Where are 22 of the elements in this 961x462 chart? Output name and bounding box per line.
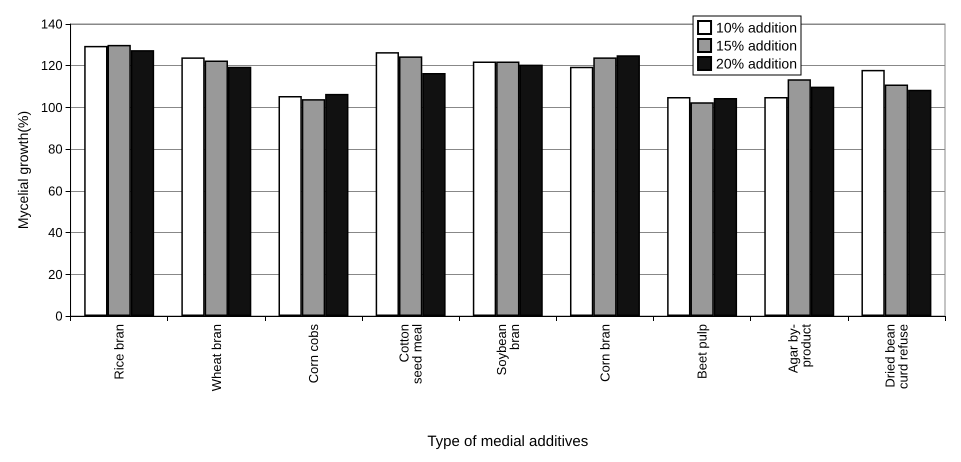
y-axis-title: Mycelial growth(%) [15,110,31,230]
y-tick-label: 80 [48,142,63,157]
y-tick-label: 20 [48,266,63,282]
legend-label: 15% addition [716,38,797,54]
x-tick-label: Corn cobs [306,324,321,384]
x-tick-label: Rice bran [112,324,127,380]
x-tick-label: Soybean bran [494,324,522,376]
x-tick-label: Wheat bran [208,324,224,392]
y-tick-label: 40 [48,225,63,240]
x-tick-label: Corn bran [597,324,612,382]
x-tick-label: Beet pulp [694,324,710,379]
legend-label: 20% addition [716,56,797,72]
y-tick-label: 100 [40,100,63,115]
y-tick-label: 0 [55,308,63,324]
x-axis-title: Type of medial additives [427,433,588,450]
y-tick-label: 120 [40,58,63,74]
y-tick-label: 140 [40,16,63,32]
legend-label: 10% addition [716,20,797,36]
x-tick-label: Dried bean curd refuse [882,324,910,390]
x-tick-label: Agar by- product [785,324,814,374]
y-tick-label: 60 [48,183,63,198]
x-tick-label: Cotton seed meal [396,324,425,384]
